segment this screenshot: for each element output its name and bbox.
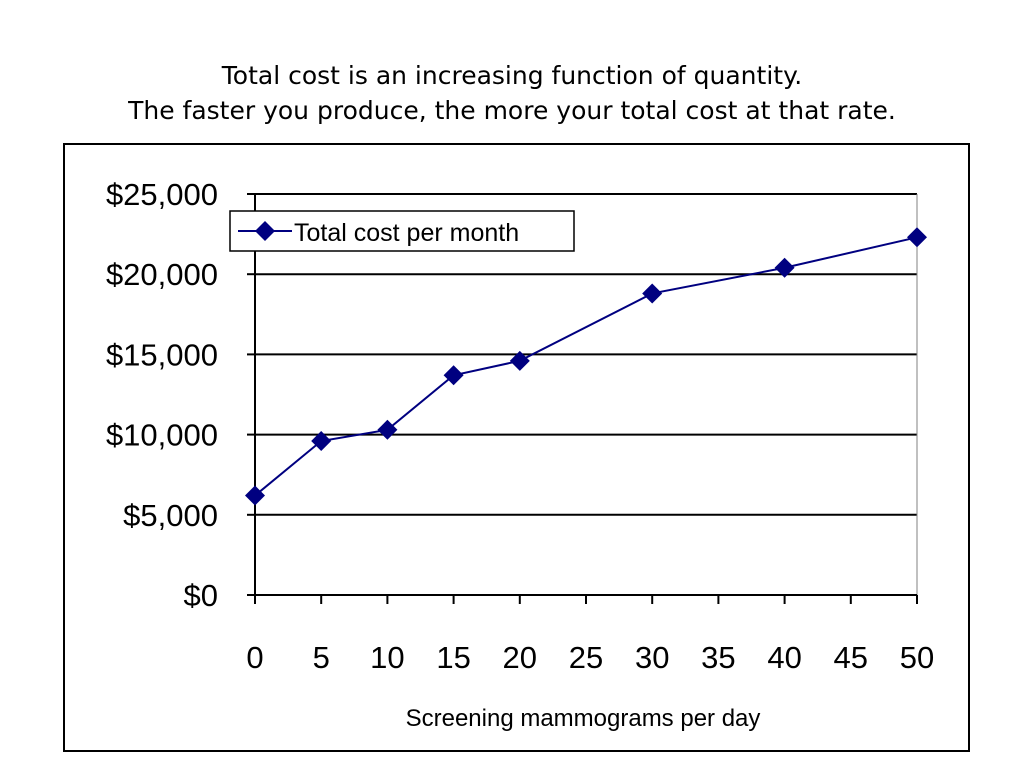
legend-label: Total cost per month xyxy=(294,219,519,247)
y-tick-label: $5,000 xyxy=(123,498,218,533)
y-tick-label: $15,000 xyxy=(106,337,218,372)
data-point-diamond xyxy=(907,227,927,248)
x-tick-label: 15 xyxy=(436,640,470,675)
data-point-diamond xyxy=(377,419,398,440)
data-point-diamond xyxy=(245,485,265,506)
x-tick-label: 20 xyxy=(503,640,537,675)
x-tick-label: 40 xyxy=(767,640,801,675)
data-point-diamond xyxy=(774,257,795,278)
axes xyxy=(247,193,918,604)
data-point-diamond xyxy=(642,283,663,304)
x-tick-label: 35 xyxy=(701,640,735,675)
x-tick-label: 5 xyxy=(313,640,330,675)
series-line xyxy=(254,236,918,497)
y-tick-label: $20,000 xyxy=(106,257,218,292)
x-axis-title: Screening mammograms per day xyxy=(406,705,761,732)
y-tick-label: $25,000 xyxy=(106,177,218,212)
x-tick-label: 25 xyxy=(569,640,603,675)
title-line-1: Total cost is an increasing function of … xyxy=(221,61,803,90)
legend: Total cost per month xyxy=(229,210,575,252)
y-tick-label: $10,000 xyxy=(106,418,218,453)
x-tick-label: 10 xyxy=(370,640,404,675)
y-tick-label: $0 xyxy=(184,578,218,613)
data-point-diamond xyxy=(311,431,332,452)
data-point-diamond xyxy=(509,350,530,371)
tick-labels: $0 $5,000 $10,000 $15,000 $20,000 $25,000 0 5 10… xyxy=(106,177,934,675)
x-tick-label: 30 xyxy=(635,640,669,675)
x-tick-label: 45 xyxy=(834,640,868,675)
x-tick-label: 50 xyxy=(900,640,934,675)
title-line-2: The faster you produce, the more your to… xyxy=(128,96,896,125)
data-point-diamond xyxy=(443,365,464,386)
gridlines xyxy=(255,193,918,595)
slide-title: Total cost is an increasing function of … xyxy=(0,58,1024,128)
legend-marker-diamond xyxy=(255,221,275,241)
series xyxy=(245,227,927,506)
x-tick-label: 0 xyxy=(246,640,263,675)
